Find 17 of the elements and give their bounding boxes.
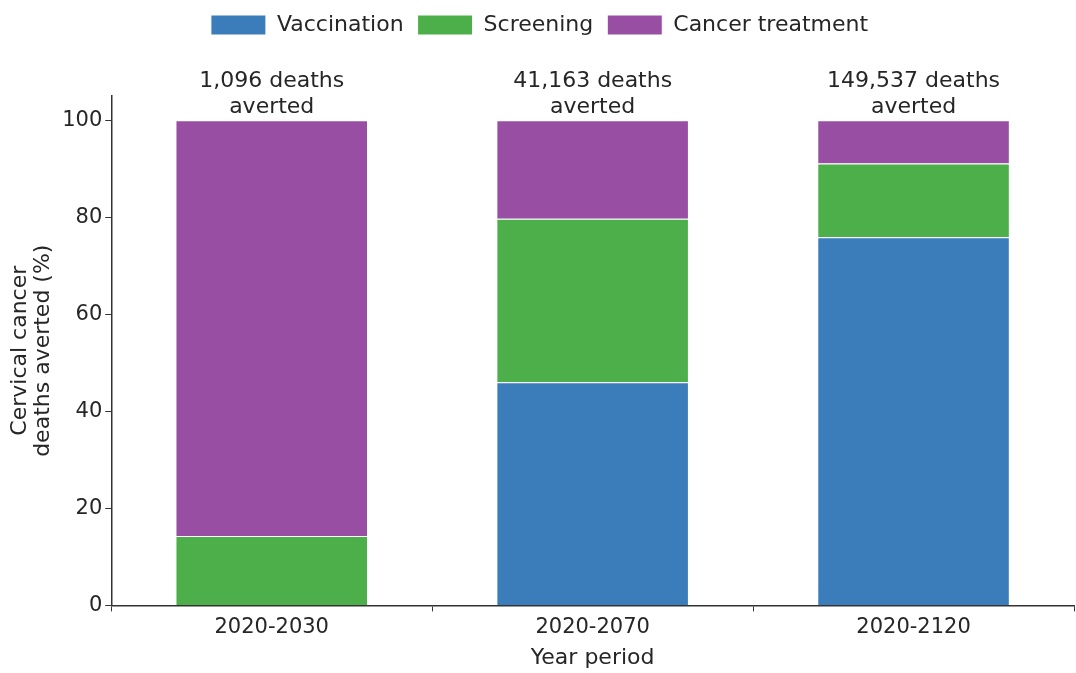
annotation: 149,537 deaths averted xyxy=(827,66,1001,118)
x-axis-title: Year period xyxy=(529,643,655,669)
x-tick-label: 2020-2030 xyxy=(214,614,329,639)
legend-label: Screening xyxy=(483,10,594,36)
y-tick-label: 60 xyxy=(75,300,103,325)
annotation: 41,163 deaths averted xyxy=(513,66,673,118)
x-tick-label: 2020-2120 xyxy=(856,614,971,639)
y-tick-label: 0 xyxy=(88,591,103,616)
annotation: 1,096 deaths averted xyxy=(199,66,345,118)
y-tick-label: 20 xyxy=(75,494,103,519)
y-tick-label: 40 xyxy=(75,397,103,422)
legend-label: Vaccination xyxy=(276,10,404,36)
x-tick-label: 2020-2070 xyxy=(535,614,650,639)
y-tick-label: 100 xyxy=(62,106,103,131)
y-axis-title: Cervical cancer deaths averted (%) xyxy=(6,244,55,457)
y-tick-label: 80 xyxy=(75,203,103,228)
legend-label: Cancer treatment xyxy=(673,10,869,36)
